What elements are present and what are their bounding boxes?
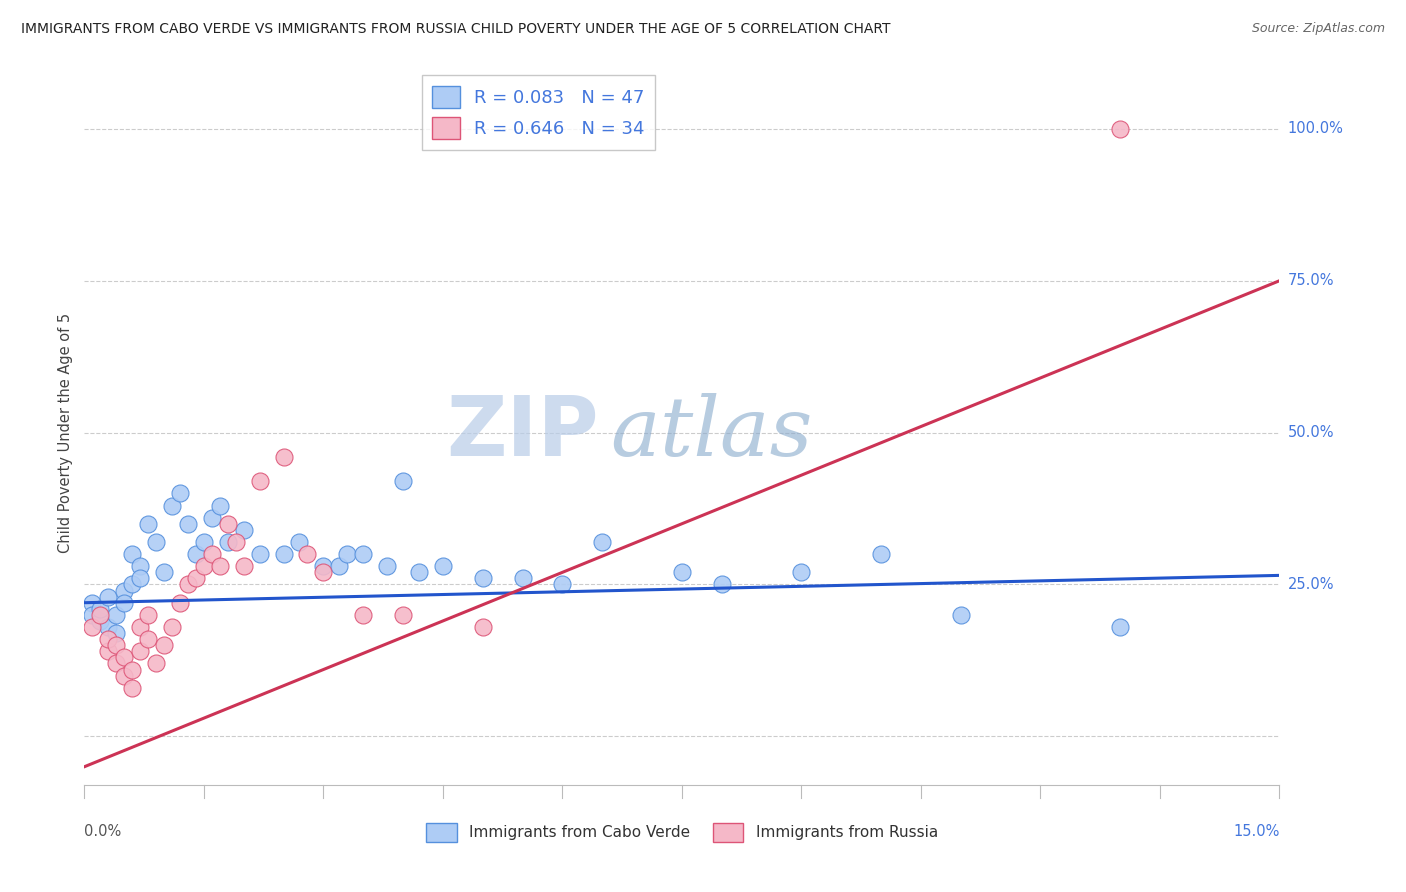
Point: [121, 681, 143, 695]
Point: [591, 535, 613, 549]
Point: [169, 596, 191, 610]
Point: [352, 607, 374, 622]
Legend: Immigrants from Cabo Verde, Immigrants from Russia: Immigrants from Cabo Verde, Immigrants f…: [420, 817, 943, 847]
Point: [112, 668, 135, 682]
Point: [392, 474, 415, 488]
Point: [208, 559, 231, 574]
Point: [375, 559, 398, 574]
Point: [217, 516, 239, 531]
Point: [312, 566, 335, 580]
Point: [145, 657, 167, 671]
Point: [201, 510, 224, 524]
Point: [129, 644, 152, 658]
Point: [249, 547, 271, 561]
Text: 75.0%: 75.0%: [1288, 273, 1334, 288]
Point: [949, 607, 972, 622]
Text: 0.0%: 0.0%: [84, 823, 121, 838]
Point: [129, 620, 152, 634]
Point: [136, 632, 159, 647]
Point: [512, 571, 534, 585]
Point: [249, 474, 271, 488]
Point: [145, 535, 167, 549]
Point: [97, 644, 120, 658]
Point: [312, 559, 335, 574]
Point: [184, 547, 207, 561]
Point: [82, 596, 104, 610]
Point: [153, 566, 176, 580]
Point: [232, 523, 254, 537]
Point: [89, 602, 111, 616]
Point: [105, 657, 128, 671]
Text: Source: ZipAtlas.com: Source: ZipAtlas.com: [1251, 22, 1385, 36]
Point: [288, 535, 311, 549]
Point: [217, 535, 239, 549]
Point: [97, 632, 120, 647]
Point: [121, 663, 143, 677]
Point: [105, 638, 128, 652]
Point: [671, 566, 693, 580]
Point: [177, 516, 200, 531]
Point: [232, 559, 254, 574]
Point: [105, 626, 128, 640]
Point: [273, 450, 295, 464]
Point: [790, 566, 813, 580]
Point: [225, 535, 247, 549]
Point: [97, 620, 120, 634]
Point: [352, 547, 374, 561]
Point: [160, 620, 183, 634]
Point: [328, 559, 350, 574]
Point: [408, 566, 430, 580]
Point: [89, 607, 111, 622]
Point: [208, 499, 231, 513]
Point: [177, 577, 200, 591]
Point: [193, 535, 215, 549]
Text: 15.0%: 15.0%: [1233, 823, 1279, 838]
Point: [273, 547, 295, 561]
Point: [112, 596, 135, 610]
Point: [193, 559, 215, 574]
Point: [710, 577, 733, 591]
Text: atlas: atlas: [610, 392, 813, 473]
Point: [336, 547, 359, 561]
Point: [153, 638, 176, 652]
Point: [432, 559, 454, 574]
Text: IMMIGRANTS FROM CABO VERDE VS IMMIGRANTS FROM RUSSIA CHILD POVERTY UNDER THE AGE: IMMIGRANTS FROM CABO VERDE VS IMMIGRANTS…: [21, 22, 890, 37]
Point: [551, 577, 574, 591]
Point: [392, 607, 415, 622]
Point: [201, 547, 224, 561]
Point: [184, 571, 207, 585]
Point: [82, 620, 104, 634]
Point: [1109, 121, 1132, 136]
Text: 25.0%: 25.0%: [1288, 577, 1334, 592]
Text: 50.0%: 50.0%: [1288, 425, 1334, 440]
Text: ZIP: ZIP: [446, 392, 599, 473]
Point: [112, 583, 135, 598]
Point: [129, 571, 152, 585]
Point: [105, 607, 128, 622]
Point: [297, 547, 319, 561]
Point: [97, 590, 120, 604]
Y-axis label: Child Poverty Under the Age of 5: Child Poverty Under the Age of 5: [58, 312, 73, 553]
Point: [89, 614, 111, 628]
Point: [160, 499, 183, 513]
Point: [136, 607, 159, 622]
Point: [121, 577, 143, 591]
Point: [1109, 620, 1132, 634]
Point: [471, 620, 494, 634]
Point: [121, 547, 143, 561]
Text: 100.0%: 100.0%: [1288, 121, 1344, 136]
Point: [136, 516, 159, 531]
Point: [169, 486, 191, 500]
Point: [471, 571, 494, 585]
Point: [112, 650, 135, 665]
Point: [82, 607, 104, 622]
Point: [870, 547, 893, 561]
Point: [129, 559, 152, 574]
